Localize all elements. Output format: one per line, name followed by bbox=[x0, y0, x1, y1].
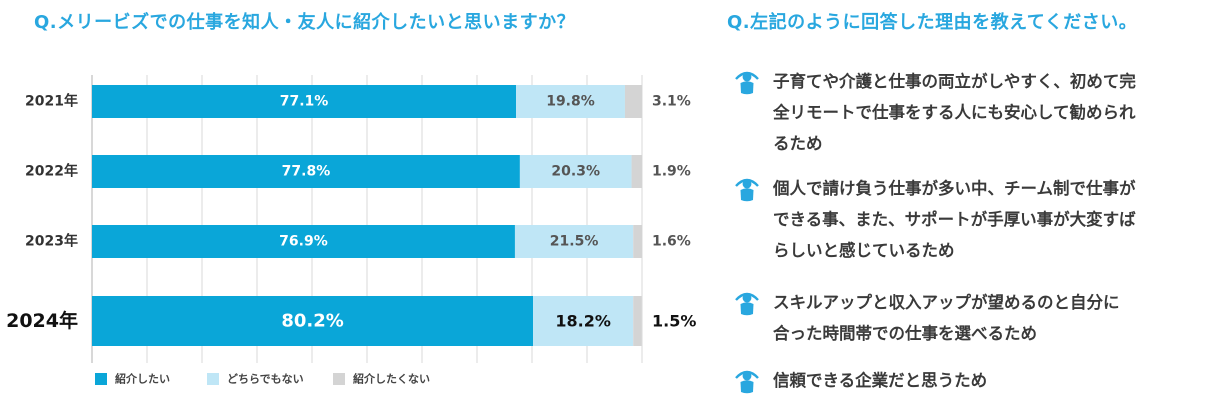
data-label: 77.8% bbox=[282, 164, 331, 180]
bar-segment bbox=[92, 225, 515, 258]
data-label: 76.9% bbox=[279, 234, 328, 250]
question-title-right: Q.左記のように回答した理由を教えてください。 bbox=[727, 12, 1138, 33]
reason-item: 個人で請け負う仕事が多い中、チーム制で仕事が できる事、また、サポートが手厚い事… bbox=[733, 173, 1208, 266]
bar-segment bbox=[92, 296, 534, 346]
data-label: 77.1% bbox=[280, 94, 329, 110]
category-label: 2021年 bbox=[25, 93, 78, 110]
chart-bars: 2021年 77.1% 19.8% 3.1% 2022年 77.8% 20.3% 1.9% 20… bbox=[6, 85, 696, 346]
bar-segment bbox=[631, 155, 642, 188]
category-label: 2022年 bbox=[25, 163, 78, 180]
bar-segment bbox=[514, 225, 634, 258]
legend-label: 紹介したくない bbox=[353, 372, 430, 386]
reason-line: 合った時間帯での仕事を選べるため bbox=[773, 324, 1037, 343]
reason-item: スキルアップと収入アップが望めるのと自分に 合った時間帯での仕事を選べるため bbox=[733, 287, 1208, 349]
data-label: 21.5% bbox=[550, 234, 599, 250]
data-label: 1.6% bbox=[652, 234, 691, 250]
bar-segment bbox=[92, 85, 517, 118]
person-icon bbox=[735, 292, 759, 316]
person-icon bbox=[735, 370, 759, 394]
data-label: 3.1% bbox=[652, 94, 691, 110]
reason-line: 全リモートで仕事をする人にも安心して勧められ bbox=[773, 103, 1136, 122]
data-label: 18.2% bbox=[555, 312, 611, 331]
bar-segment bbox=[533, 296, 634, 346]
reason-line: 子育てや介護と仕事の両立がしやすく、初めて完 bbox=[773, 72, 1136, 91]
person-icon bbox=[735, 178, 759, 202]
legend-label: 紹介したい bbox=[115, 372, 170, 386]
reason-line: らしいと感じているため bbox=[773, 241, 955, 260]
data-label: 80.2% bbox=[281, 311, 343, 332]
legend-label: どちらでもない bbox=[227, 373, 304, 386]
person-icon bbox=[735, 71, 759, 95]
reason-line: スキルアップと収入アップが望めるのと自分に bbox=[773, 293, 1120, 312]
reason-line: 信頼できる企業だと思うため bbox=[773, 371, 988, 390]
data-label: 1.5% bbox=[652, 312, 696, 331]
reason-item: 信頼できる企業だと思うため bbox=[733, 365, 1208, 396]
bar-segment bbox=[633, 296, 642, 346]
stacked-bar-chart: 2021年 77.1% 19.8% 3.1% 2022年 77.8% 20.3% 1.9% 20… bbox=[6, 75, 696, 386]
data-label: 19.8% bbox=[546, 94, 595, 110]
legend-swatch bbox=[95, 373, 107, 385]
data-label: 20.3% bbox=[551, 164, 600, 180]
chart-legend: 紹介したい どちらでもない 紹介したくない bbox=[95, 372, 430, 386]
bar-segment bbox=[92, 155, 520, 188]
reason-line: 個人で請け負う仕事が多い中、チーム制で仕事が bbox=[773, 179, 1136, 198]
reason-item: 子育てや介護と仕事の両立がしやすく、初めて完 全リモートで仕事をする人にも安心し… bbox=[733, 66, 1208, 159]
question-title-left: Q.メリービズでの仕事を知人・友人に紹介したいと思いますか？ bbox=[34, 12, 576, 33]
bar-segment bbox=[519, 155, 632, 188]
data-label: 1.9% bbox=[652, 164, 691, 180]
bar-segment bbox=[624, 85, 642, 118]
legend-swatch bbox=[207, 373, 219, 385]
category-label: 2024年 bbox=[6, 309, 78, 332]
reason-line: るため bbox=[773, 134, 823, 153]
legend-swatch bbox=[333, 373, 345, 385]
bar-segment bbox=[633, 225, 642, 258]
bar-segment bbox=[516, 85, 625, 118]
reason-line: できる事、また、サポートが手厚い事が大変すば bbox=[773, 210, 1136, 229]
category-label: 2023年 bbox=[25, 233, 78, 250]
